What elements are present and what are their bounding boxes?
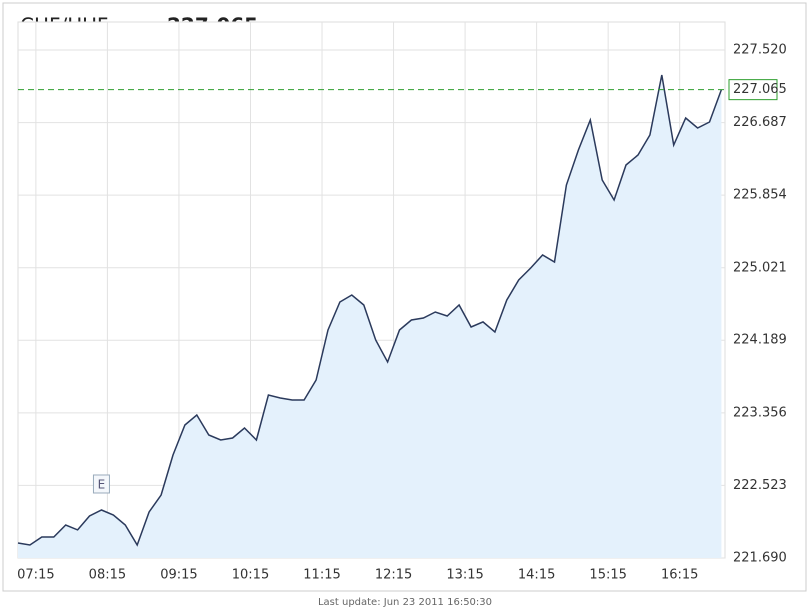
- current-label: 227.065: [733, 82, 787, 97]
- last-update: Last update: Jun 23 2011 16:50:30: [318, 597, 492, 608]
- x-tick-label: 11:15: [303, 568, 340, 583]
- event-marker: [92, 474, 110, 494]
- x-tick-label: 15:15: [589, 568, 626, 583]
- x-tick-label: 09:15: [160, 568, 197, 583]
- area-fill: [18, 75, 722, 558]
- chart-frame: [2, 2, 807, 592]
- y-tick-label: 222.523: [733, 478, 787, 493]
- event-label: E: [98, 477, 106, 491]
- x-tick-label: 13:15: [446, 568, 483, 583]
- x-tick-label: 12:15: [375, 568, 412, 583]
- y-tick-label: 223.356: [733, 405, 787, 420]
- x-tick-label: 07:15: [17, 568, 54, 583]
- y-tick-label: 227.520: [733, 43, 787, 58]
- current-box: [728, 79, 778, 101]
- y-tick-label: 225.854: [733, 188, 787, 203]
- y-tick-label: 224.189: [733, 333, 787, 348]
- x-tick-label: 14:15: [518, 568, 555, 583]
- x-tick-label: 10:15: [232, 568, 269, 583]
- price-line: [17, 74, 723, 547]
- y-tick-label: 221.690: [733, 551, 787, 566]
- x-tick-label: 08:15: [89, 568, 126, 583]
- y-tick-label: 226.687: [733, 115, 787, 130]
- x-tick-label: 16:15: [661, 568, 698, 583]
- y-tick-label: 225.021: [733, 260, 787, 275]
